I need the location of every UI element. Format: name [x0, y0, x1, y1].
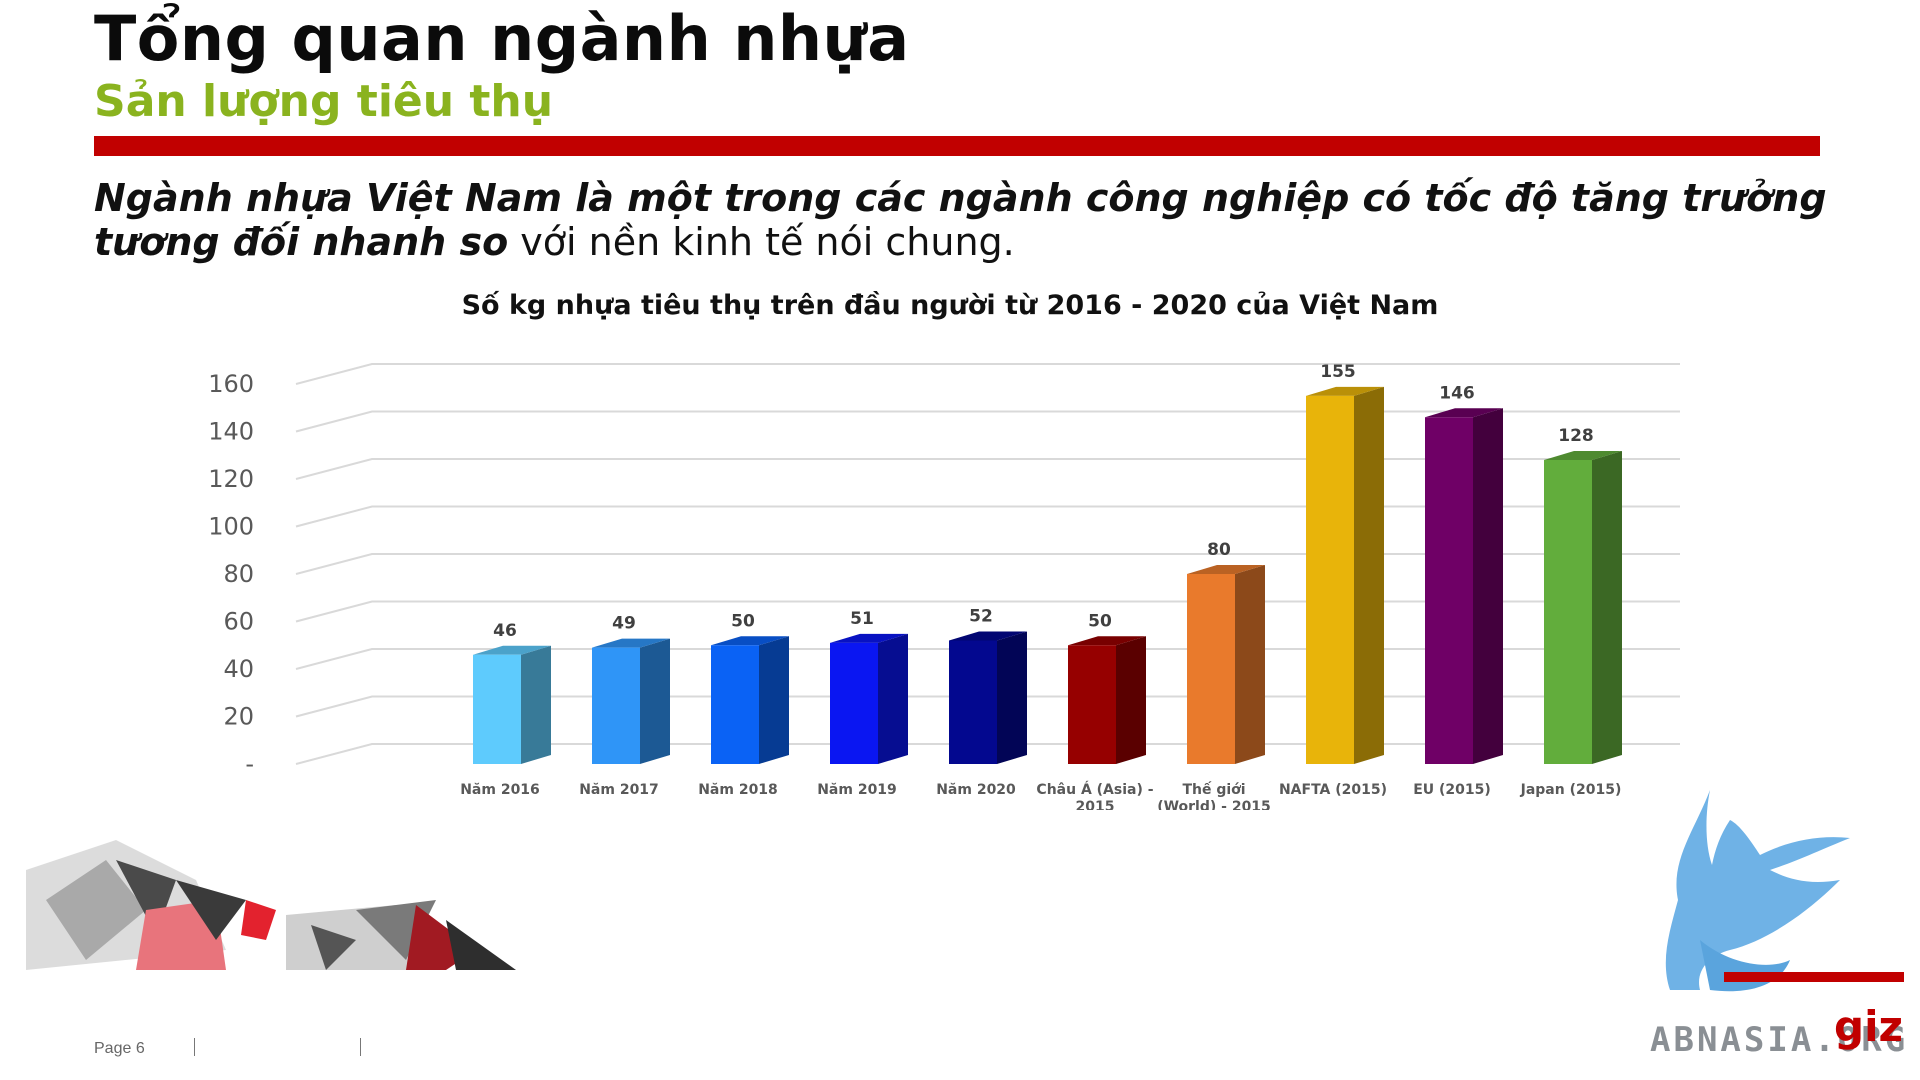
x-tick-label: Năm 2016 — [460, 782, 540, 798]
footer-page: Page 6 — [94, 1040, 145, 1057]
data-label: 49 — [612, 614, 636, 634]
giz-badge: giz — [1834, 1002, 1903, 1051]
bar — [830, 633, 908, 764]
x-tick-label: NAFTA (2015) — [1279, 782, 1387, 798]
bar — [1187, 565, 1265, 764]
lead-paragraph: Ngành nhựa Việt Nam là một trong các ngà… — [94, 176, 1854, 264]
bar — [592, 638, 670, 764]
data-label: 52 — [969, 607, 993, 627]
bar — [711, 636, 789, 764]
bar — [1425, 408, 1503, 764]
x-tick-label: Năm 2019 — [817, 782, 897, 798]
bar — [1544, 451, 1622, 764]
x-tick-label: Năm 2020 — [936, 782, 1016, 798]
bar-chart: - 20 40 60 80 100 120 140 160 46 49 50 51 52 50 80 155 1… — [208, 362, 1680, 810]
griffin-icon — [1665, 790, 1850, 992]
grid-line — [295, 410, 1680, 433]
x-tick-label: EU (2015) — [1413, 782, 1491, 798]
chart-title: Số kg nhựa tiêu thụ trên đầu người từ 20… — [461, 290, 1439, 321]
y-tick-label: 40 — [223, 655, 254, 683]
data-label: 128 — [1558, 426, 1594, 446]
y-tick-label: 80 — [223, 560, 254, 588]
x-tick-label: Thế giới (World) - 2015 — [1157, 781, 1271, 810]
logo-underline — [1724, 972, 1904, 982]
data-labels: 46 49 50 51 52 50 80 155 146 128 — [493, 362, 1594, 641]
bars — [473, 386, 1622, 764]
y-tick-label: 140 — [208, 418, 254, 446]
lead-rest: với nền kinh tế nói chung. — [508, 220, 1015, 264]
footer-separator — [360, 1038, 361, 1056]
x-tick-label: Năm 2017 — [579, 782, 659, 798]
data-label: 50 — [731, 611, 755, 631]
bar — [473, 645, 551, 764]
logo-text: ABNASIA.ORG — [1650, 1020, 1909, 1060]
page-title: Tổng quan ngành nhựa — [94, 2, 910, 75]
bar — [1306, 386, 1384, 764]
data-label: 51 — [850, 609, 874, 629]
y-tick-label: 160 — [208, 370, 254, 398]
grid-line — [295, 363, 1680, 385]
grid-line — [295, 505, 1680, 528]
data-label: 155 — [1320, 362, 1356, 382]
footer-separator — [194, 1038, 195, 1056]
y-tick-label: 120 — [208, 465, 254, 493]
page-subtitle: Sản lượng tiêu thụ — [94, 76, 554, 127]
x-tick-label: Năm 2018 — [698, 782, 778, 798]
bar — [1068, 636, 1146, 764]
bar — [949, 631, 1027, 764]
x-tick-label: Japan (2015) — [1520, 782, 1622, 798]
decorative-polygons — [26, 840, 516, 970]
y-tick-label: 100 — [208, 513, 254, 541]
x-tick-label: Châu Á (Asia) -2015 — [1036, 781, 1153, 810]
y-tick-label: 60 — [223, 608, 254, 636]
data-label: 146 — [1439, 383, 1475, 403]
y-axis-ticks: - 20 40 60 80 100 120 140 160 — [208, 370, 254, 778]
data-label: 80 — [1207, 540, 1231, 560]
y-tick-label: 20 — [223, 703, 254, 731]
y-tick-label: - — [245, 750, 254, 778]
lead-emphasis: Ngành nhựa Việt Nam là một trong các ngà… — [94, 176, 1827, 264]
grid-line — [295, 458, 1680, 480]
grid-line — [295, 553, 1680, 575]
data-label: 46 — [493, 621, 517, 641]
title-divider — [94, 136, 1820, 156]
x-axis-ticks: Năm 2016 Năm 2017 Năm 2018 Năm 2019 Năm 2020… — [460, 781, 1621, 810]
data-label: 50 — [1088, 611, 1112, 631]
